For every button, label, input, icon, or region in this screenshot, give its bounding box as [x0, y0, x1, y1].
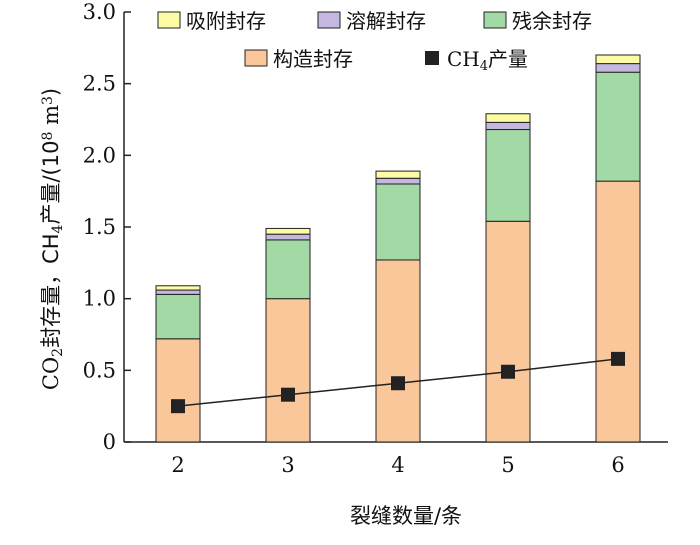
- legend-item-residual: 残余封存: [483, 9, 592, 33]
- ch4-point: [501, 364, 515, 379]
- x-tick-label: 5: [501, 453, 514, 477]
- bar-segment-residual: [375, 183, 421, 261]
- y-tick-label: 1.0: [83, 287, 116, 311]
- bar-segment-structural: [375, 259, 421, 443]
- legend-swatch-adsorption: [157, 11, 181, 29]
- bar-segment-dissolution: [595, 63, 641, 73]
- y-tick-label: 3.0: [83, 0, 116, 24]
- bar-segment-adsorption: [155, 285, 201, 291]
- legend-item-structural: 构造封存: [244, 47, 353, 71]
- y-axis-label: CO2封存量，CH4产量/(108 m3): [39, 88, 66, 390]
- legend-label-structural: 构造封存: [273, 47, 353, 71]
- bar-segment-dissolution: [155, 289, 201, 295]
- bar-segment-dissolution: [485, 121, 531, 131]
- x-tick-label: 6: [611, 453, 624, 477]
- legend-item-ch4: CH4产量: [425, 47, 528, 74]
- legend-label-adsorption: 吸附封存: [186, 9, 266, 33]
- ch4-point: [171, 399, 185, 414]
- bars: [155, 54, 641, 443]
- bar-segment-adsorption: [265, 227, 311, 235]
- x-tick-label: 4: [391, 453, 404, 477]
- ch4-point: [391, 376, 405, 391]
- ch4-line-series: [171, 351, 625, 414]
- x-tick-label: 2: [171, 453, 184, 477]
- legend-item-adsorption: 吸附封存: [157, 9, 266, 33]
- legend-swatch-dissolution: [317, 11, 341, 29]
- bar-segment-structural: [595, 180, 641, 443]
- bar-segment-dissolution: [375, 177, 421, 185]
- x-axis-label: 裂缝数量/条: [350, 504, 462, 528]
- y-tick-label: 2.5: [83, 72, 116, 96]
- y-tick-label: 0.5: [83, 358, 116, 382]
- bar-segment-adsorption: [485, 113, 531, 123]
- legend-marker-ch4: [425, 51, 439, 65]
- legend-swatch-structural: [244, 49, 268, 67]
- x-tick-label: 3: [281, 453, 294, 477]
- y-axis-ticks: 0 0.5 1.0 1.5 2.0 2.5 3.0: [83, 0, 131, 454]
- bar-segment-structural: [485, 220, 531, 443]
- y-tick-label: 1.5: [83, 215, 116, 239]
- legend: 吸附封存 溶解封存 残余封存 构造封存 CH4产量: [157, 9, 592, 74]
- bar-segment-residual: [595, 71, 641, 182]
- plot-area: 0 0.5 1.0 1.5 2.0 2.5 3.0 2 3 4 5 6: [83, 0, 668, 477]
- y-tick-label: 2.0: [83, 143, 116, 167]
- bar-segment-residual: [265, 239, 311, 300]
- ch4-point: [281, 387, 295, 402]
- bar-segment-residual: [485, 129, 531, 222]
- y-tick-label: 0: [103, 430, 116, 454]
- bar-segment-adsorption: [595, 54, 641, 65]
- bar-segment-dissolution: [265, 233, 311, 241]
- bar-segment-adsorption: [375, 170, 421, 179]
- bar-segment-structural: [155, 338, 201, 443]
- legend-swatch-residual: [483, 11, 507, 29]
- ch4-point: [611, 351, 625, 366]
- legend-label-dissolution: 溶解封存: [346, 9, 426, 33]
- bar-segment-structural: [265, 298, 311, 443]
- x-axis-ticks: 2 3 4 5 6: [171, 435, 625, 477]
- bar-segment-residual: [155, 293, 201, 340]
- legend-label-residual: 残余封存: [512, 9, 592, 33]
- legend-label-ch4: CH4产量: [447, 47, 528, 74]
- legend-item-dissolution: 溶解封存: [317, 9, 426, 33]
